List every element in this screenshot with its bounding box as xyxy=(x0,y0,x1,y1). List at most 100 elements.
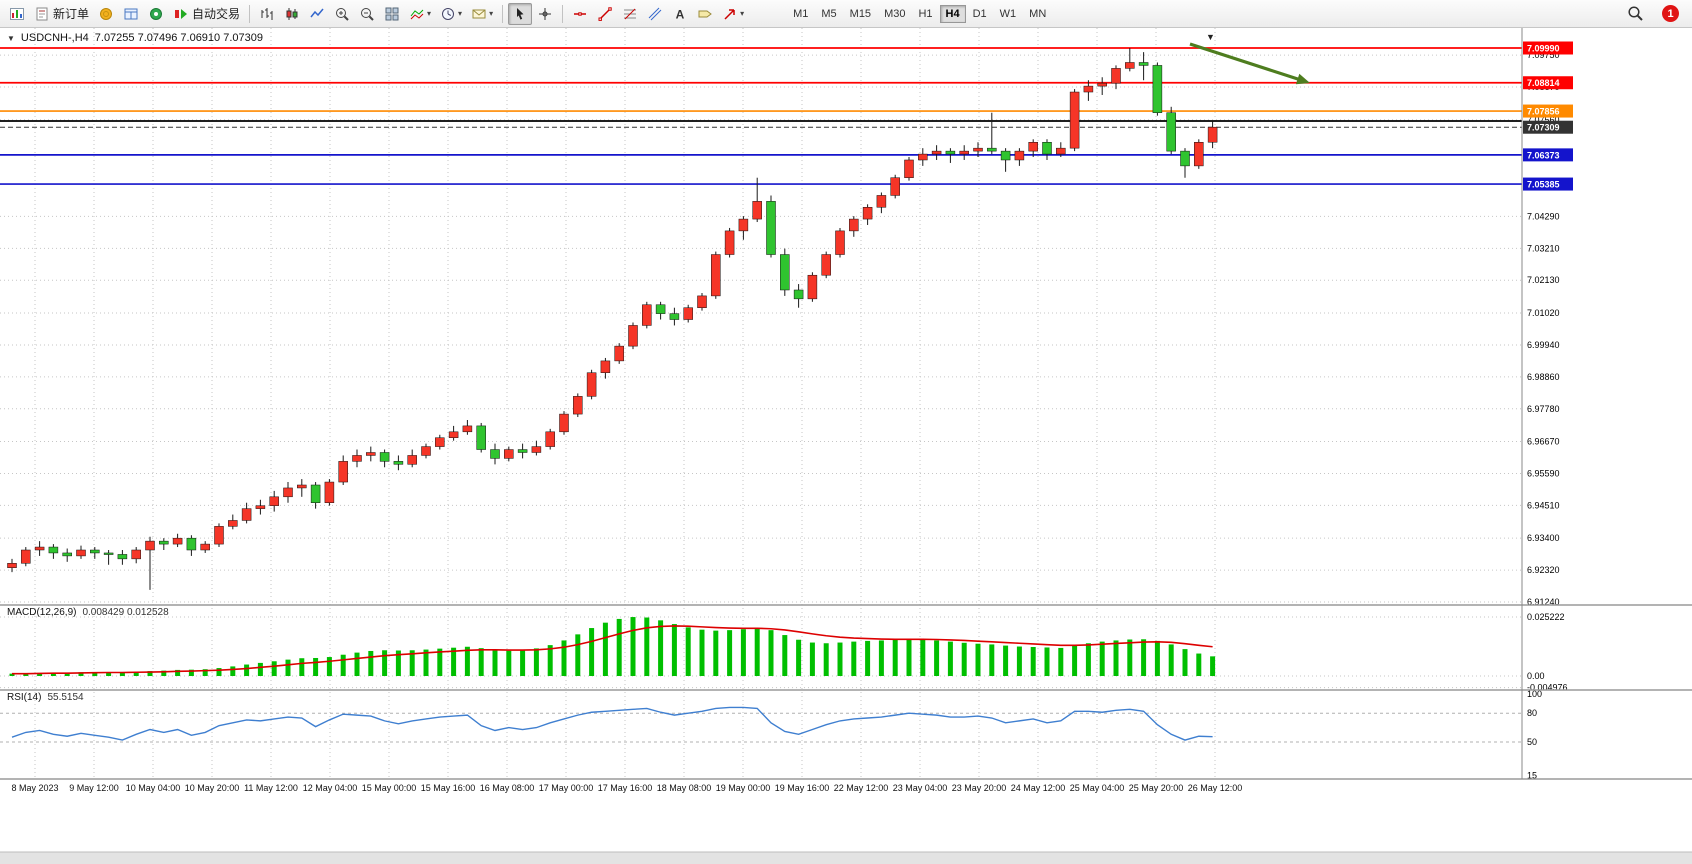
svg-text:17 May 16:00: 17 May 16:00 xyxy=(598,783,653,793)
timeframe-m5[interactable]: M5 xyxy=(821,7,837,20)
trendline-button[interactable] xyxy=(593,3,617,25)
svg-text:▼: ▼ xyxy=(1206,32,1215,42)
text-tool-icon: A xyxy=(676,7,685,21)
fibonacci-icon xyxy=(624,8,637,19)
clock-icon xyxy=(442,7,455,20)
svg-text:16 May 08:00: 16 May 08:00 xyxy=(480,783,535,793)
svg-text:-0.004976: -0.004976 xyxy=(1527,683,1568,693)
main-toolbar: 新订单 自动交易 ▾ ▾ ▾ xyxy=(0,0,1692,28)
svg-text:15 May 16:00: 15 May 16:00 xyxy=(421,783,476,793)
svg-text:7.03210: 7.03210 xyxy=(1527,243,1560,253)
text-tool-button[interactable]: A xyxy=(668,3,692,25)
svg-text:9 May 12:00: 9 May 12:00 xyxy=(69,783,119,793)
svg-text:7.09990: 7.09990 xyxy=(1527,44,1560,54)
fibonacci-button[interactable] xyxy=(618,3,642,25)
new-order-icon xyxy=(36,7,48,20)
coin-icon xyxy=(100,7,113,20)
rsi-panel-label: RSI(14) 55.5154 xyxy=(7,692,84,703)
svg-text:80: 80 xyxy=(1527,708,1537,718)
svg-text:25 May 04:00: 25 May 04:00 xyxy=(1070,783,1125,793)
line-chart-button[interactable] xyxy=(305,3,329,25)
svg-text:11 May 12:00: 11 May 12:00 xyxy=(244,783,298,793)
ohlc-readout: 7.07255 7.07496 7.06910 7.07309 xyxy=(94,32,263,44)
timeframe-m15[interactable]: M15 xyxy=(849,7,872,20)
price-chart[interactable]: 8 May 2023 9 May 12:00 10 May 04:00 10 May … xyxy=(0,28,1692,864)
zoom-in-icon xyxy=(336,7,349,21)
data-window-button[interactable] xyxy=(119,3,143,25)
svg-text:15: 15 xyxy=(1527,771,1537,781)
bar-chart-button[interactable] xyxy=(255,3,279,25)
svg-text:6.94510: 6.94510 xyxy=(1527,500,1560,510)
toolbar-separator xyxy=(502,4,504,23)
symbol-title: USDCNH-,H4 xyxy=(20,32,89,44)
rsi-value: 55.5154 xyxy=(47,692,84,703)
notification-badge[interactable]: 1 xyxy=(1662,5,1679,22)
svg-text:15 May 00:00: 15 May 00:00 xyxy=(362,783,417,793)
timeframe-mn[interactable]: MN xyxy=(1029,7,1047,20)
svg-text:18 May 08:00: 18 May 08:00 xyxy=(657,783,712,793)
new-order-button[interactable]: 新订单 xyxy=(30,2,93,25)
svg-text:22 May 12:00: 22 May 12:00 xyxy=(834,783,889,793)
svg-text:7.06373: 7.06373 xyxy=(1527,150,1560,160)
auto-trading-button[interactable]: 自动交易 xyxy=(169,2,244,25)
svg-text:6.95590: 6.95590 xyxy=(1527,468,1560,478)
crosshair-button[interactable] xyxy=(533,3,557,25)
arrows-tool-button[interactable]: ▾ xyxy=(718,3,748,25)
periods-button[interactable]: ▾ xyxy=(436,3,466,25)
horizontal-line-button[interactable] xyxy=(568,3,592,25)
svg-text:24 May 12:00: 24 May 12:00 xyxy=(1011,783,1066,793)
new-chart-button[interactable] xyxy=(5,3,29,25)
label-tool-button[interactable] xyxy=(693,3,717,25)
tile-windows-icon xyxy=(385,7,399,20)
toolbar-separator xyxy=(562,4,564,23)
cursor-button[interactable] xyxy=(508,2,533,25)
timeframe-h1[interactable]: H1 xyxy=(918,7,933,20)
horizontal-line-icon xyxy=(574,11,587,16)
svg-text:7.01020: 7.01020 xyxy=(1527,308,1560,318)
candlestick-chart-button[interactable] xyxy=(280,3,304,25)
search-icon xyxy=(1628,6,1643,21)
candlestick-chart-icon xyxy=(286,7,298,20)
macd-label: MACD(12,26,9) xyxy=(7,607,77,618)
svg-text:6.91240: 6.91240 xyxy=(1527,597,1560,607)
alerts-button[interactable] xyxy=(144,3,168,25)
market-watch-button[interactable] xyxy=(94,3,118,25)
svg-text:23 May 20:00: 23 May 20:00 xyxy=(952,783,1007,793)
timeframe-m1[interactable]: M1 xyxy=(793,7,809,20)
indicators-icon xyxy=(410,9,424,19)
templates-button[interactable]: ▾ xyxy=(467,3,497,25)
svg-text:10 May 04:00: 10 May 04:00 xyxy=(126,783,181,793)
chevron-down-icon: ▾ xyxy=(740,9,745,18)
chart-window: 8 May 2023 9 May 12:00 10 May 04:00 10 May … xyxy=(0,28,1692,864)
search-button[interactable] xyxy=(1623,2,1648,25)
zoom-out-button[interactable] xyxy=(355,3,379,25)
svg-text:10 May 20:00: 10 May 20:00 xyxy=(185,783,240,793)
bar-chart-icon xyxy=(261,7,273,20)
toolbar-right: 1 xyxy=(1623,2,1687,25)
svg-text:100: 100 xyxy=(1527,689,1542,699)
timeframe-w1[interactable]: W1 xyxy=(999,7,1017,20)
svg-text:17 May 00:00: 17 May 00:00 xyxy=(539,783,594,793)
zoom-in-button[interactable] xyxy=(330,3,354,25)
svg-text:12 May 04:00: 12 May 04:00 xyxy=(303,783,358,793)
macd-values: 0.008429 0.012528 xyxy=(82,607,169,618)
tile-windows-button[interactable] xyxy=(380,3,404,25)
svg-text:6.93400: 6.93400 xyxy=(1527,533,1560,543)
chevron-down-icon: ▾ xyxy=(427,9,432,18)
auto-trading-label: 自动交易 xyxy=(192,7,241,21)
timeframe-d1[interactable]: D1 xyxy=(972,7,987,20)
channel-button[interactable] xyxy=(643,3,667,25)
timeframe-m30[interactable]: M30 xyxy=(884,7,906,20)
zoom-out-icon xyxy=(361,7,374,21)
indicators-button[interactable]: ▾ xyxy=(405,3,435,25)
svg-text:50: 50 xyxy=(1527,737,1537,747)
svg-text:0.00: 0.00 xyxy=(1527,671,1545,681)
svg-text:7.08814: 7.08814 xyxy=(1527,78,1560,88)
line-chart-icon xyxy=(310,8,324,17)
collapse-icon[interactable]: ▼ xyxy=(7,33,15,43)
timeframe-h4[interactable]: H4 xyxy=(939,4,966,23)
svg-text:19 May 16:00: 19 May 16:00 xyxy=(775,783,830,793)
svg-text:7.09750: 7.09750 xyxy=(1527,50,1560,60)
new-order-label: 新订单 xyxy=(53,7,90,21)
svg-text:26 May 12:00: 26 May 12:00 xyxy=(1188,783,1243,793)
